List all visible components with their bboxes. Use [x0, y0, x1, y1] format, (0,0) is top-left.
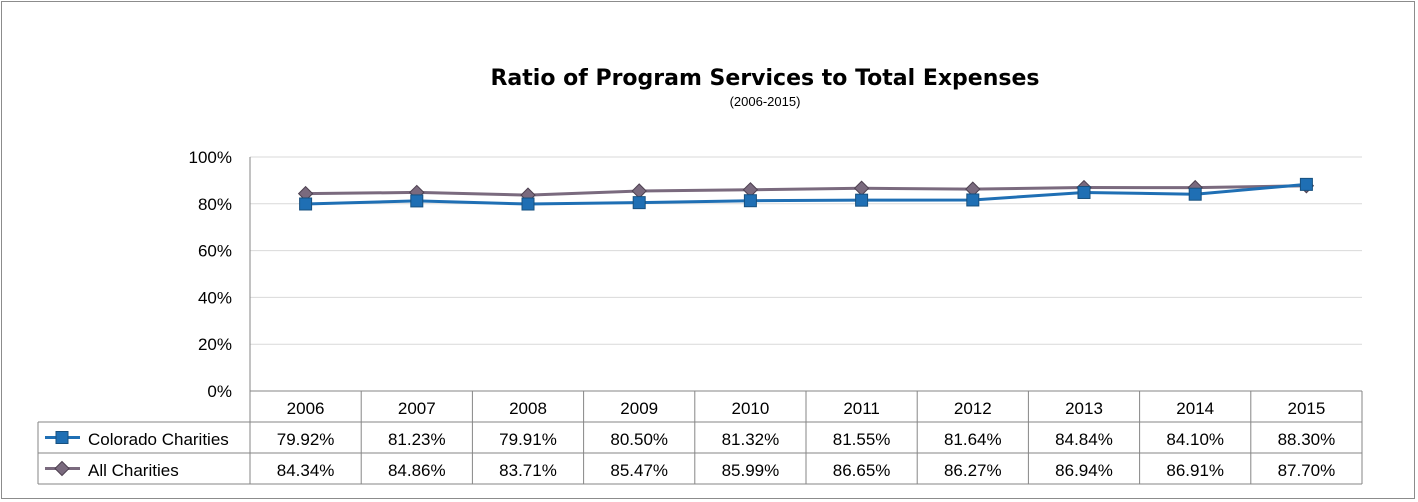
data-table-value: 84.34%	[277, 461, 335, 480]
x-tick-label: 2010	[731, 399, 769, 418]
data-table-value: 84.86%	[388, 461, 446, 480]
data-table-value: 86.27%	[944, 461, 1002, 480]
y-tick-label: 60%	[198, 242, 232, 261]
data-table-value: 86.94%	[1055, 461, 1113, 480]
data-point	[1188, 187, 1202, 201]
x-tick-label: 2006	[287, 399, 325, 418]
x-tick-label: 2014	[1176, 399, 1214, 418]
data-table-value: 85.99%	[722, 461, 780, 480]
data-table-value: 84.10%	[1166, 430, 1224, 449]
data-table-value: 81.32%	[722, 430, 780, 449]
data-table-value: 85.47%	[610, 461, 668, 480]
y-axis: 0% 20% 40% 60% 80% 100%	[189, 148, 251, 401]
x-tick-label: 2011	[843, 399, 880, 418]
data-table-value: 79.91%	[499, 430, 557, 449]
legend-key-marker	[54, 460, 70, 477]
data-point	[299, 197, 313, 211]
series-line	[305, 182, 1307, 206]
y-tick-label: 100%	[189, 148, 232, 167]
data-point	[1077, 185, 1091, 199]
data-table-value: 87.70%	[1278, 461, 1336, 480]
y-tick-label: 40%	[198, 288, 232, 307]
data-table-value: 79.92%	[277, 430, 335, 449]
data-point	[853, 180, 870, 196]
x-tick-label: 2013	[1065, 399, 1103, 418]
data-table-value: 81.64%	[944, 430, 1002, 449]
data-point	[410, 194, 424, 208]
legend-key-marker	[55, 431, 69, 444]
data-table-value: 81.55%	[833, 430, 891, 449]
x-tick-label: 2008	[509, 399, 547, 418]
data-table-value: 80.50%	[610, 430, 668, 449]
data-point	[631, 183, 647, 199]
data-table: 2006 2007 2008 2009 2010 2011 2012 2013 2014 2015…	[37, 390, 1363, 485]
data-table-value: 86.65%	[833, 461, 891, 480]
data-point	[521, 197, 535, 211]
y-tick-label: 80%	[198, 195, 232, 214]
legend-label: All Charities	[88, 461, 179, 480]
plot-area	[297, 177, 1315, 211]
y-tick-label: 0%	[207, 382, 232, 401]
x-tick-label: 2015	[1287, 399, 1325, 418]
x-tick-label: 2009	[620, 399, 658, 418]
x-tick-label: 2007	[398, 399, 436, 418]
data-table-value: 81.23%	[388, 430, 446, 449]
data-table-value: 84.84%	[1055, 430, 1113, 449]
data-point	[743, 194, 757, 208]
data-table-value: 86.91%	[1166, 461, 1224, 480]
data-point	[966, 193, 980, 207]
data-point	[632, 196, 646, 210]
legend-label: Colorado Charities	[88, 430, 229, 449]
data-point	[855, 193, 869, 207]
x-tick-label: 2012	[954, 399, 992, 418]
chart-title: Ratio of Program Services to Total Expen…	[490, 66, 1039, 91]
series-line	[305, 184, 1307, 197]
chart-subtitle: (2006-2015)	[730, 94, 801, 109]
data-point	[1299, 177, 1313, 191]
data-table-value: 88.30%	[1278, 430, 1336, 449]
y-tick-label: 20%	[198, 335, 232, 354]
gridlines	[250, 156, 1362, 345]
data-table-value: 83.71%	[499, 461, 557, 480]
